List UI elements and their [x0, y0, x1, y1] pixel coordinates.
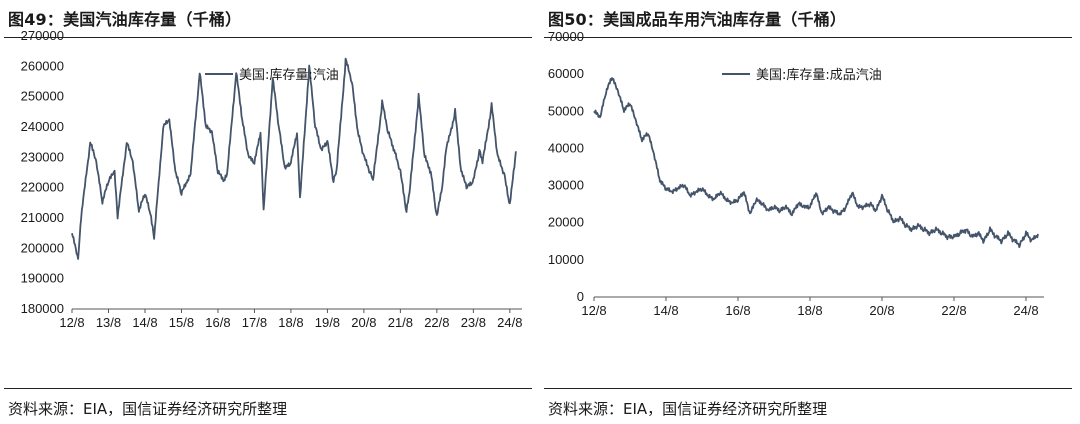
- y-tick-label: 0: [577, 289, 584, 304]
- chart-title: 图50：美国成品车用汽油库存量（千桶）: [548, 10, 847, 29]
- source-note: 资料来源：EIA，国信证券经济研究所整理: [548, 400, 828, 418]
- x-tick-label: 12/8: [59, 315, 84, 330]
- chart-title: 图49：美国汽油库存量（千桶）: [8, 10, 242, 29]
- y-tick-label: 250000: [21, 89, 64, 104]
- chart-panel-finished-gasoline-inventory: 图50：美国成品车用汽油库存量（千桶） 0 10000 20000 30000 4000…: [540, 0, 1080, 424]
- y-tick-label: 50000: [548, 103, 584, 118]
- source-divider: [544, 388, 1072, 389]
- x-tick-label: 21/8: [388, 315, 413, 330]
- chart-gasoline-inventory: 180000 190000 200000 210000 220000 230000 2400…: [21, 28, 523, 330]
- x-tick-label: 14/8: [653, 303, 678, 318]
- x-tick-label: 17/8: [242, 315, 267, 330]
- x-tick-label: 18/8: [278, 315, 303, 330]
- chart-finished-gasoline-inventory: 0 10000 20000 30000 40000 50000 60000 70000 12/8…: [548, 29, 1044, 318]
- x-tick-label: 16/8: [205, 315, 230, 330]
- x-tick-label: 20/8: [869, 303, 894, 318]
- x-tick-label: 15/8: [169, 315, 194, 330]
- y-tick-label: 220000: [21, 180, 64, 195]
- y-tick-label: 10000: [548, 252, 584, 267]
- series-line: [593, 77, 1039, 249]
- x-tick-label: 18/8: [797, 303, 822, 318]
- x-tick-label: 19/8: [315, 315, 340, 330]
- y-tick-label: 260000: [21, 58, 64, 73]
- chart-panel-gasoline-inventory: 图49：美国汽油库存量（千桶） 180000 190000 200000 210000…: [4, 10, 532, 418]
- y-tick-label: 240000: [21, 119, 64, 134]
- x-tick-label: 13/8: [96, 315, 121, 330]
- x-tick-label: 23/8: [461, 315, 486, 330]
- y-tick-label: 190000: [21, 271, 64, 286]
- source-divider: [4, 388, 532, 389]
- y-tick-label: 210000: [21, 210, 64, 225]
- legend-label: 美国:库存量:汽油: [239, 67, 339, 83]
- y-tick-label: 180000: [21, 301, 64, 316]
- source-note: 资料来源：EIA，国信证券经济研究所整理: [8, 400, 288, 418]
- y-tick-label: 60000: [548, 66, 584, 81]
- y-tick-label: 30000: [548, 178, 584, 193]
- x-tick-label: 22/8: [941, 303, 966, 318]
- x-tick-label: 24/8: [1013, 303, 1038, 318]
- y-tick-label: 20000: [548, 215, 584, 230]
- x-tick-label: 20/8: [351, 315, 376, 330]
- y-tick-label: 270000: [21, 28, 64, 43]
- x-tick-label: 24/8: [497, 315, 522, 330]
- legend-label: 美国:库存量:成品汽油: [756, 67, 882, 83]
- x-tick-label: 16/8: [725, 303, 750, 318]
- y-tick-label: 40000: [548, 140, 584, 155]
- x-tick-label: 22/8: [424, 315, 449, 330]
- y-tick-label: 230000: [21, 149, 64, 164]
- x-tick-label: 14/8: [132, 315, 157, 330]
- y-tick-label: 200000: [21, 240, 64, 255]
- y-tick-label: 70000: [548, 29, 584, 44]
- series-line: [71, 57, 517, 260]
- title-divider: [544, 37, 1072, 38]
- x-tick-label: 12/8: [581, 303, 606, 318]
- title-divider: [4, 37, 532, 38]
